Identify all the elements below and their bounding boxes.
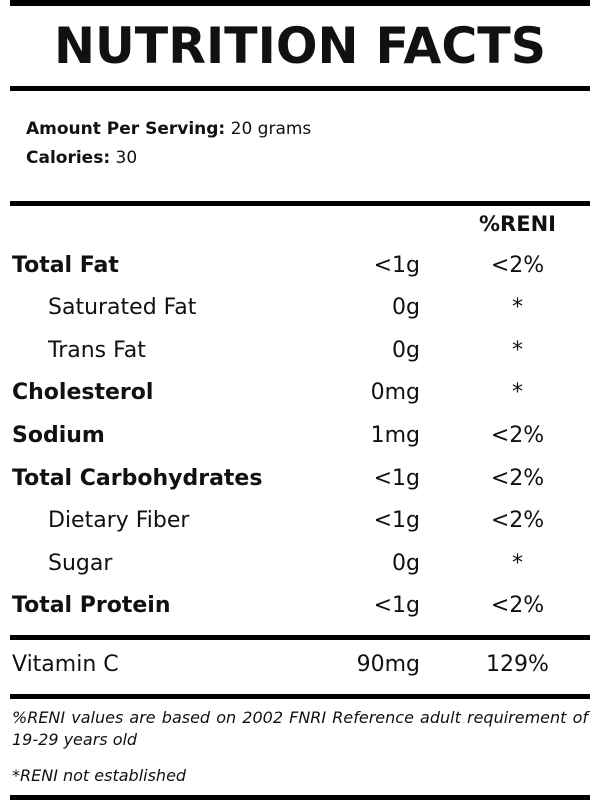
bottom-rule [10,795,590,800]
page-title: NUTRITION FACTS [53,17,547,75]
nutrient-amount: 0g [392,551,420,576]
nutrient-amount: 0g [392,338,420,363]
nutrient-name: Saturated Fat [48,295,197,320]
nutrient-row-total-protein: Total Protein <1g <2% [0,586,600,626]
calories-label: Calories: [26,148,111,168]
nutrient-row-cholesterol: Cholesterol 0mg * [0,373,600,413]
serving-size-value: 20 grams [230,119,312,139]
vitamin-divider [10,635,590,640]
nutrient-reni: * [512,551,523,576]
nutrient-row-total-fat: Total Fat <1g <2% [0,246,600,286]
serving-size: Amount Per Serving: 20 grams [26,119,311,139]
nutrient-amount: 0g [392,295,420,320]
serving-size-label: Amount Per Serving: [26,119,226,139]
nutrient-name: Total Protein [12,593,171,618]
vitamin-name: Vitamin C [12,652,119,677]
nutrient-reni: <2% [490,423,545,448]
summary-divider [10,201,590,206]
nutrient-reni: <2% [490,593,545,618]
nutrient-reni: * [512,380,523,405]
nutrient-amount: <1g [373,508,420,533]
nutrient-name: Trans Fat [48,338,146,363]
nutrient-reni: <2% [490,466,545,491]
vitamin-amount: 90mg [356,652,420,677]
nutrient-amount: <1g [373,253,420,278]
nutrient-row-saturated-fat: Saturated Fat 0g * [0,288,600,328]
nutrient-row-dietary-fiber: Dietary Fiber <1g <2% [0,501,600,541]
nutrient-amount: 1mg [370,423,420,448]
vitamin-row-vitamin-c: Vitamin C 90mg 129% [0,645,600,685]
calories: Calories: 30 [26,148,137,168]
nutrient-reni: * [512,295,523,320]
nutrient-row-total-carbohydrates: Total Carbohydrates <1g <2% [0,459,600,499]
nutrient-name: Cholesterol [12,380,154,405]
nutrient-name: Sodium [12,423,105,448]
nutrient-amount: <1g [373,593,420,618]
title-divider [10,86,590,91]
top-rule [10,0,590,6]
vitamin-reni: 129% [486,652,549,677]
nutrient-name: Sugar [48,551,113,576]
footnote-divider [10,694,590,699]
nutrient-reni: * [512,338,523,363]
nutrient-amount: 0mg [370,380,420,405]
nutrient-reni: <2% [490,253,545,278]
nutrient-row-sodium: Sodium 1mg <2% [0,416,600,456]
calories-value: 30 [115,148,138,168]
nutrient-row-trans-fat: Trans Fat 0g * [0,331,600,371]
nutrient-row-sugar: Sugar 0g * [0,544,600,584]
nutrient-name: Total Fat [12,253,119,278]
nutrient-name: Total Carbohydrates [12,466,263,491]
nutrient-amount: <1g [373,466,420,491]
footnote-basis: %RENI values are based on 2002 FNRI Refe… [12,708,588,749]
nutrient-name: Dietary Fiber [48,508,190,533]
reni-column-header: %RENI [479,212,556,236]
nutrient-reni: <2% [490,508,545,533]
footnote-not-established: *RENI not established [12,766,187,785]
